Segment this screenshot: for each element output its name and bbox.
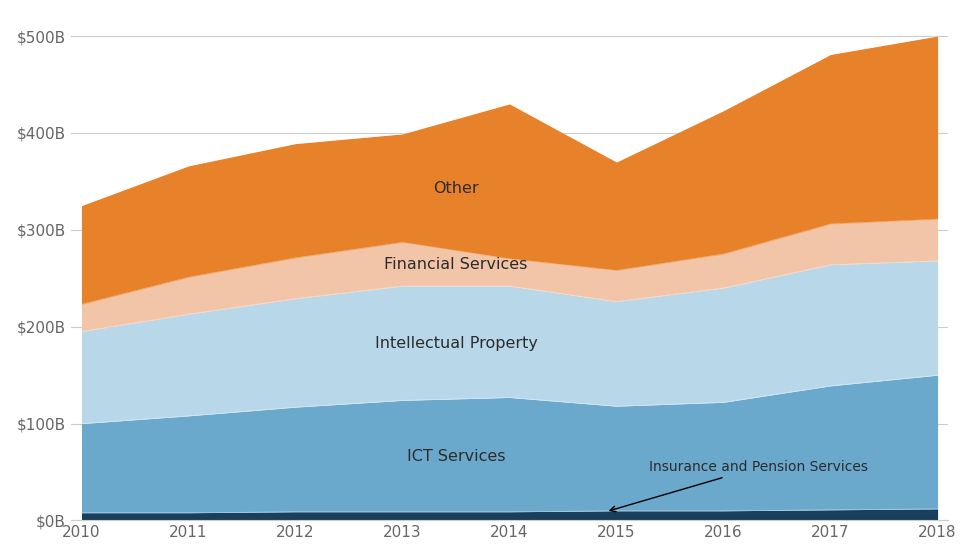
Text: ICT Services: ICT Services xyxy=(407,448,505,463)
Text: Financial Services: Financial Services xyxy=(384,257,527,272)
Text: Intellectual Property: Intellectual Property xyxy=(374,336,537,351)
Text: Other: Other xyxy=(433,180,479,196)
Text: Insurance and Pension Services: Insurance and Pension Services xyxy=(610,460,868,512)
